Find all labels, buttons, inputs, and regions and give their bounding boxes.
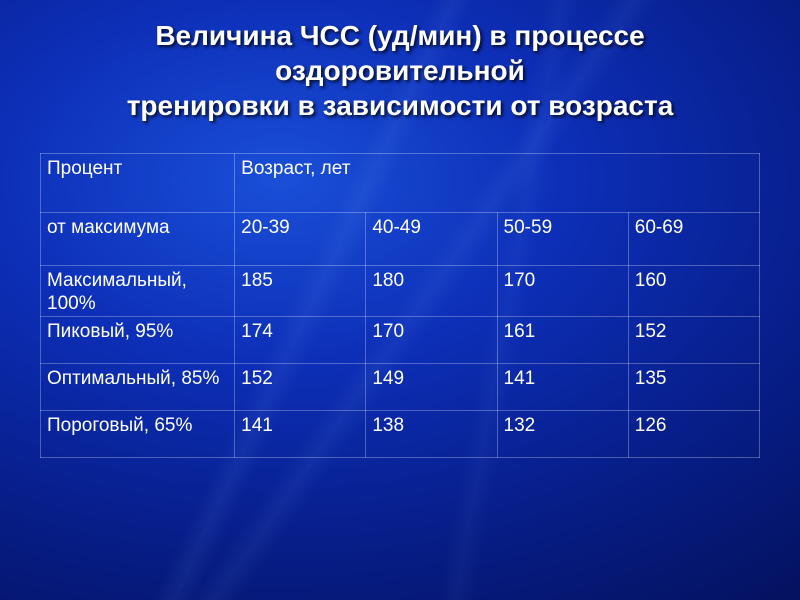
header-age-group-label: Возраст, лет [235,154,760,213]
cell: 170 [497,266,628,317]
cell: 132 [497,410,628,457]
cell: 126 [628,410,759,457]
row-label: Максимальный, 100% [41,266,235,317]
cell: 141 [497,363,628,410]
cell: 161 [497,316,628,363]
age-col-1: 40-49 [366,213,497,266]
table-row: Пороговый, 65% 141 138 132 126 [41,410,760,457]
cell: 135 [628,363,759,410]
cell: 152 [235,363,366,410]
header-percent-label-top: Процент [41,154,235,213]
table-header-row-2: от максимума 20-39 40-49 50-59 60-69 [41,213,760,266]
cell: 185 [235,266,366,317]
table-row: Максимальный, 100% 185 180 170 160 [41,266,760,317]
table-row: Пиковый, 95% 174 170 161 152 [41,316,760,363]
cell: 149 [366,363,497,410]
table-row: Оптимальный, 85% 152 149 141 135 [41,363,760,410]
heart-rate-table: Процент Возраст, лет от максимума 20-39 … [40,153,760,458]
cell: 141 [235,410,366,457]
slide: Величина ЧСС (уд/мин) в процессе оздоров… [0,0,800,600]
age-col-2: 50-59 [497,213,628,266]
header-percent-label-bottom: от максимума [41,213,235,266]
cell: 174 [235,316,366,363]
cell: 152 [628,316,759,363]
row-label: Оптимальный, 85% [41,363,235,410]
title-line-2: оздоровительной [275,55,525,86]
title-line-3: тренировки в зависимости от возраста [127,90,674,121]
age-col-3: 60-69 [628,213,759,266]
cell: 138 [366,410,497,457]
row-label: Пиковый, 95% [41,316,235,363]
row-label: Пороговый, 65% [41,410,235,457]
age-col-0: 20-39 [235,213,366,266]
cell: 160 [628,266,759,317]
cell: 180 [366,266,497,317]
cell: 170 [366,316,497,363]
slide-title: Величина ЧСС (уд/мин) в процессе оздоров… [40,18,760,123]
title-line-1: Величина ЧСС (уд/мин) в процессе [155,20,644,51]
table-header-row-1: Процент Возраст, лет [41,154,760,213]
